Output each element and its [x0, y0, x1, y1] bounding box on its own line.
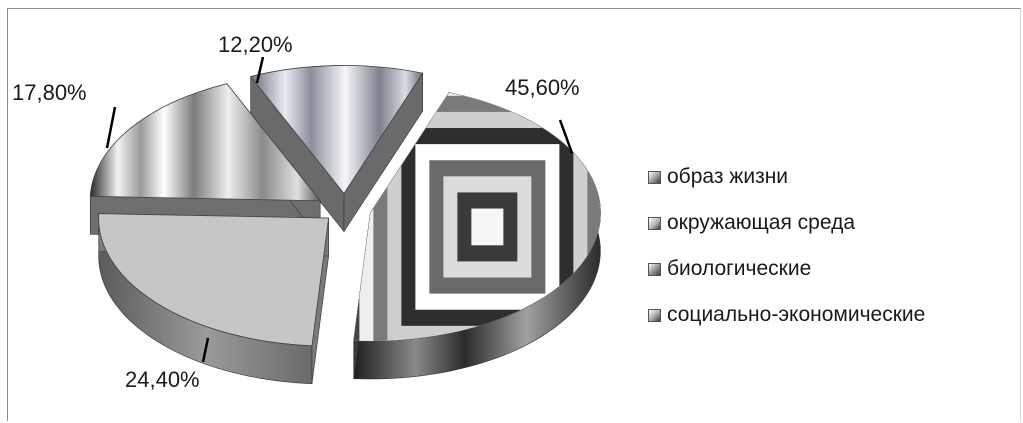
- pie-slice-top-3: [89, 83, 321, 202]
- legend-label-3: биологические: [667, 257, 812, 280]
- data-label-4: 12,20%: [218, 32, 293, 57]
- pie-slice-top-4: [250, 65, 424, 195]
- legend-swatch-3: [648, 262, 661, 276]
- pie-slice-top-2: [98, 213, 330, 347]
- data-label-3: 17,80%: [12, 80, 87, 105]
- legend-swatch-1: [648, 170, 661, 184]
- data-label-2: 24,40%: [125, 367, 200, 392]
- leader-line-3: [105, 106, 117, 149]
- legend-label-1: образ жизни: [667, 165, 789, 188]
- pie-slice-2: [98, 213, 330, 385]
- legend-swatch-2: [648, 216, 661, 230]
- legend-label-2: окружающая среда: [667, 211, 856, 234]
- leader-line-2: [201, 337, 210, 363]
- legend-item-4: социально-экономические: [648, 300, 925, 330]
- legend-swatch-4: [648, 308, 661, 322]
- pie-slice-4: [250, 65, 424, 233]
- legend-label-4: социально-экономические: [667, 303, 926, 326]
- legend-item-3: биологические: [648, 254, 925, 284]
- leader-line-1: [558, 119, 574, 154]
- data-label-1: 45,60%: [505, 75, 580, 100]
- legend-item-2: окружающая среда: [648, 208, 925, 238]
- leader-line-4: [255, 56, 265, 84]
- legend-item-1: образ жизни: [648, 162, 925, 192]
- chart-legend: образ жизни окружающая среда биологические…: [648, 162, 925, 346]
